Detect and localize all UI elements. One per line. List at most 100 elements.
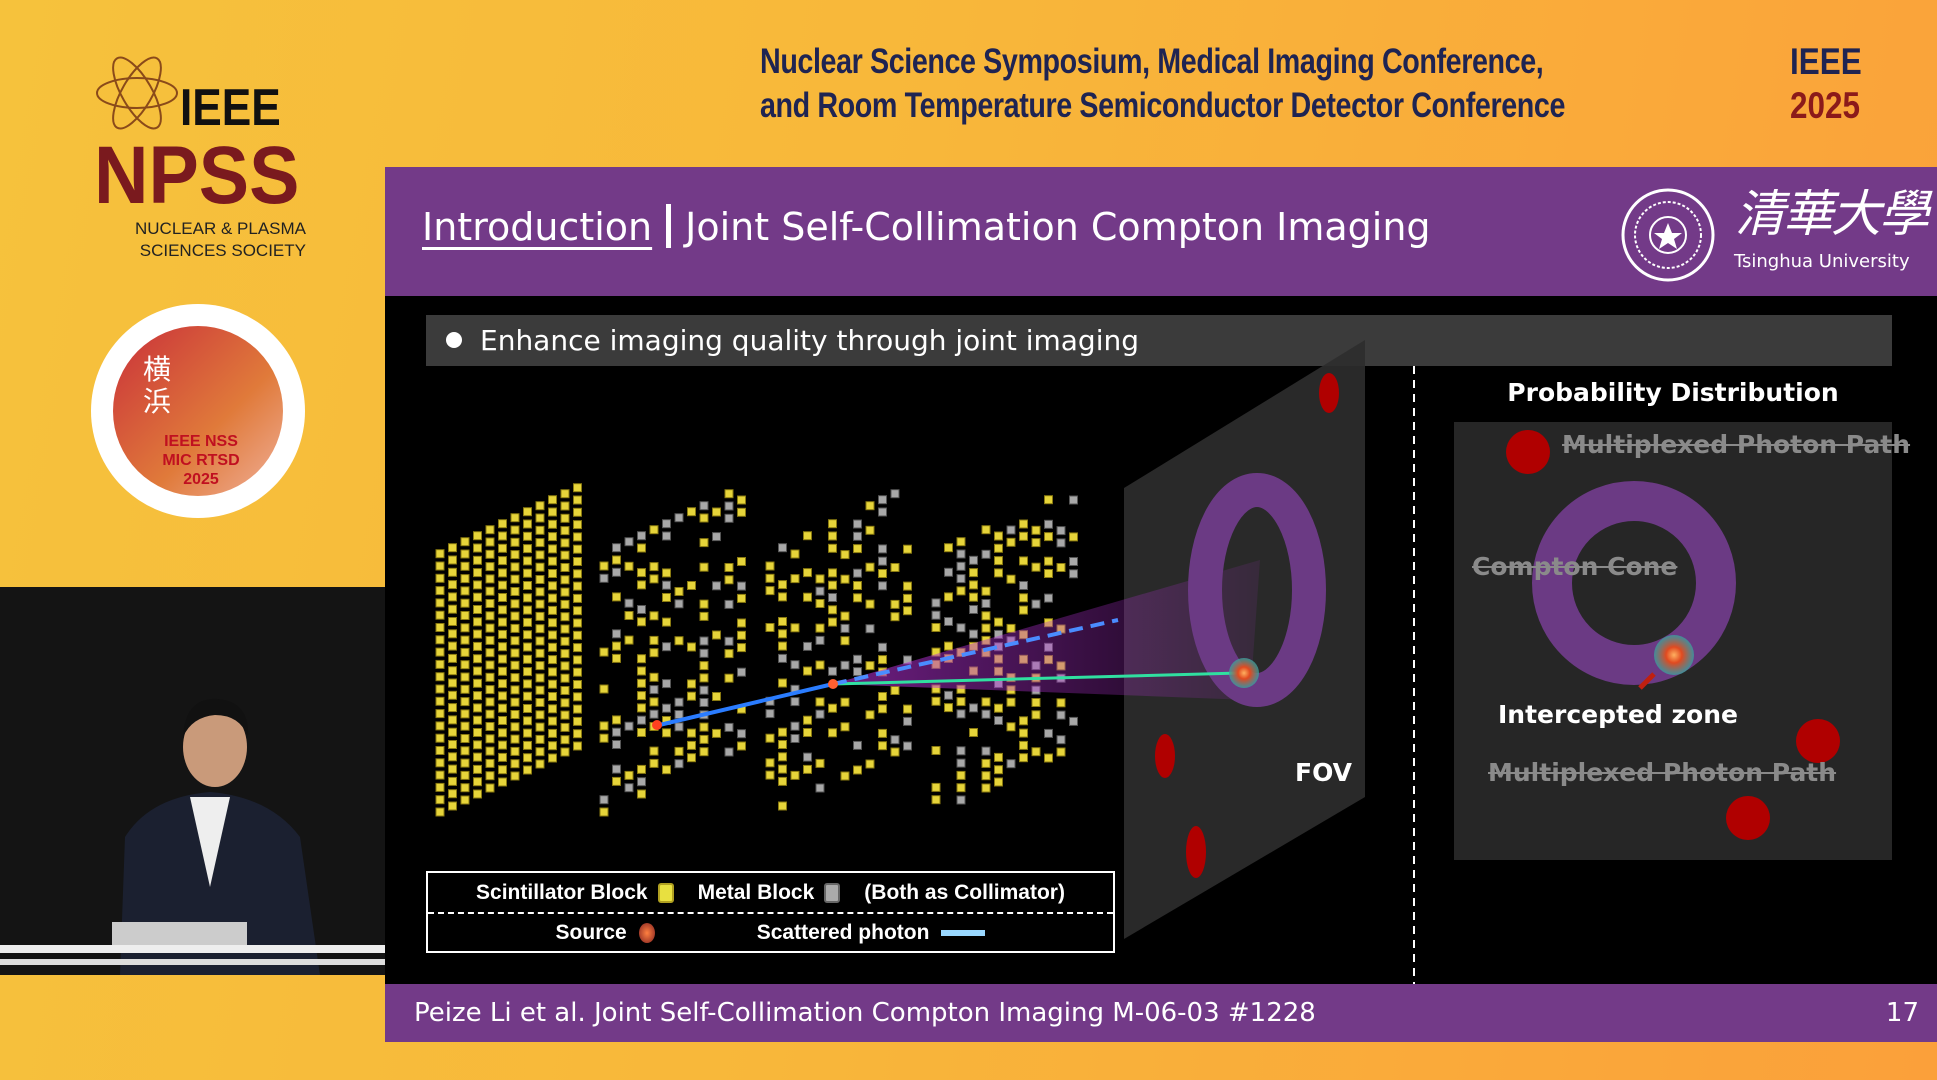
scintillator-block bbox=[548, 753, 557, 763]
scintillator-block bbox=[485, 722, 495, 731]
scintillator-block bbox=[523, 593, 532, 603]
scintillator-block bbox=[853, 765, 862, 775]
scintillator-block bbox=[724, 489, 734, 499]
scintillator-block bbox=[535, 538, 545, 548]
metal-block bbox=[662, 531, 671, 541]
metal-block bbox=[878, 507, 887, 517]
metal-block bbox=[878, 556, 887, 566]
scintillator-block bbox=[840, 636, 850, 646]
scintillator-block bbox=[448, 641, 457, 651]
scintillator-block bbox=[560, 575, 570, 585]
scintillator-block bbox=[637, 580, 646, 590]
scintillator-block bbox=[498, 568, 507, 578]
scintillator-block bbox=[448, 715, 457, 725]
scintillator-block bbox=[560, 686, 570, 695]
scintillator-block bbox=[737, 643, 746, 653]
metal-block bbox=[624, 783, 634, 793]
metal-block bbox=[724, 722, 734, 732]
scintillator-block bbox=[560, 673, 570, 683]
scintillator-block bbox=[448, 604, 457, 614]
scintillator-block bbox=[803, 666, 812, 676]
metal-block bbox=[840, 660, 850, 670]
metal-block bbox=[853, 667, 862, 677]
metal-block bbox=[1056, 526, 1066, 536]
metal-block bbox=[612, 567, 621, 577]
scintillator-block bbox=[523, 630, 532, 640]
scintillator-block bbox=[498, 777, 507, 787]
scintillator-block bbox=[560, 735, 570, 745]
scintillator-block bbox=[448, 727, 457, 737]
scintillator-block bbox=[435, 795, 445, 805]
scintillator-block bbox=[878, 692, 887, 701]
scintillator-block bbox=[994, 703, 1003, 713]
scintillator-block bbox=[473, 531, 482, 541]
scintillator-block bbox=[865, 710, 875, 720]
scintillator-block bbox=[535, 636, 545, 646]
metal-block bbox=[724, 636, 734, 646]
scintillator-block bbox=[649, 648, 659, 658]
scintillator-block bbox=[460, 623, 470, 633]
intercept-arrow-icon bbox=[1638, 672, 1656, 690]
fov-hotspot bbox=[1186, 826, 1206, 878]
metal-block bbox=[944, 690, 953, 700]
scintillator-block bbox=[523, 568, 532, 578]
scintillator-block bbox=[535, 734, 545, 744]
scintillator-block bbox=[510, 685, 520, 695]
metal-block bbox=[624, 537, 634, 547]
metal-block bbox=[828, 593, 837, 602]
scintillator-block bbox=[435, 733, 445, 743]
scintillator-block bbox=[560, 698, 570, 708]
scintillator-block bbox=[699, 747, 709, 757]
scintillator-block bbox=[573, 507, 582, 517]
scintillator-block bbox=[612, 776, 621, 786]
scintillator-block bbox=[815, 660, 825, 670]
scintillator-block bbox=[1044, 556, 1053, 566]
scintillator-block bbox=[1031, 747, 1041, 757]
scintillator-block bbox=[460, 783, 470, 793]
scintillator-block bbox=[523, 556, 532, 566]
scintillator-block bbox=[498, 740, 507, 750]
intercepted-source-icon bbox=[1654, 635, 1694, 675]
scintillator-block bbox=[903, 593, 912, 603]
scintillator-block bbox=[890, 747, 900, 757]
scintillator-block bbox=[612, 555, 621, 565]
scintillator-block bbox=[435, 672, 445, 682]
scintillator-block bbox=[435, 659, 445, 669]
scintillator-block bbox=[687, 753, 696, 763]
multiplexed-photon-path bbox=[832, 618, 1119, 686]
scintillator-block bbox=[599, 684, 609, 694]
metal-block bbox=[674, 722, 684, 732]
scintillator-block bbox=[510, 759, 520, 769]
scintillator-block bbox=[790, 770, 800, 780]
scintillator-block bbox=[790, 549, 800, 559]
scintillator-block bbox=[560, 612, 570, 622]
scintillator-block bbox=[840, 771, 850, 781]
scintillator-block bbox=[560, 722, 570, 732]
scintillator-block bbox=[435, 709, 445, 719]
scintillator-block bbox=[765, 733, 775, 743]
metal-block bbox=[778, 653, 787, 663]
scintillator-block bbox=[803, 715, 812, 725]
scintillator-block bbox=[724, 575, 734, 585]
metal-block bbox=[903, 716, 912, 726]
scintillator-block bbox=[981, 771, 991, 781]
scintillator-block bbox=[535, 722, 545, 732]
scintillator-block bbox=[560, 538, 570, 548]
scintillator-block bbox=[699, 599, 709, 609]
scintillator-block bbox=[535, 562, 545, 572]
metal-block bbox=[815, 709, 825, 719]
scintillator-block bbox=[1031, 562, 1041, 572]
scintillator-block bbox=[815, 599, 825, 608]
metal-block bbox=[699, 636, 709, 646]
scintillator-block bbox=[573, 680, 582, 689]
metal-block bbox=[778, 543, 787, 553]
scintillator-block bbox=[473, 703, 482, 713]
scintillator-block bbox=[485, 574, 495, 584]
scintillator-block bbox=[981, 586, 991, 596]
metal-block bbox=[853, 654, 862, 664]
scintillator-block bbox=[460, 684, 470, 694]
scintillator-block bbox=[637, 617, 646, 627]
speaker-video bbox=[0, 587, 385, 975]
scintillator-block bbox=[460, 598, 470, 608]
metal-block bbox=[956, 561, 966, 571]
